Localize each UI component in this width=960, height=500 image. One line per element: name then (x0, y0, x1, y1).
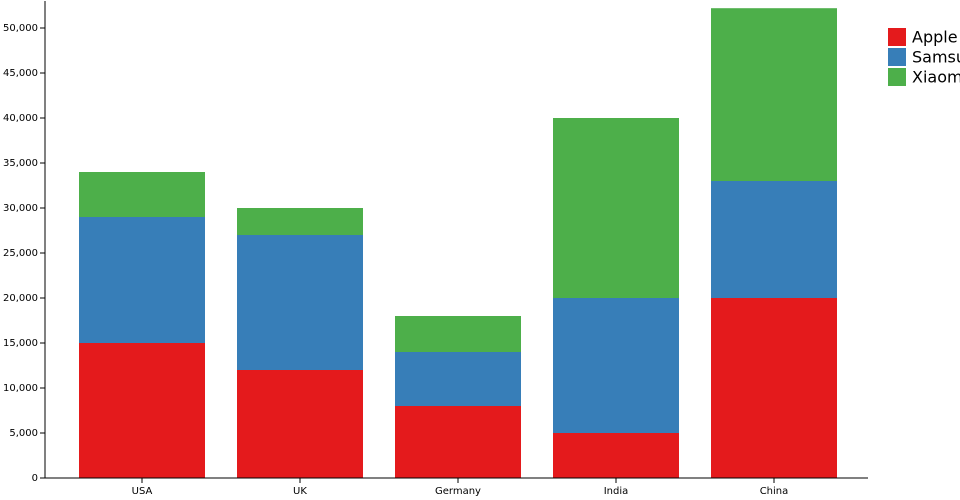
y-tick-label: 35,000 (3, 158, 38, 169)
bar-segment (237, 208, 363, 235)
bar-segment (553, 298, 679, 433)
x-tick-label: Germany (435, 486, 481, 497)
bar-segment (79, 343, 205, 478)
y-tick-label: 5,000 (9, 428, 38, 439)
y-tick-label: 30,000 (3, 203, 38, 214)
legend-swatch (888, 68, 906, 86)
bar-segment (395, 352, 521, 406)
bar-segment (711, 8, 837, 182)
y-tick-label: 15,000 (3, 338, 38, 349)
bar-segment (711, 298, 837, 478)
y-tick-label: 10,000 (3, 383, 38, 394)
y-tick-label: 20,000 (3, 293, 38, 304)
legend-swatch (888, 28, 906, 46)
bar-segment (237, 370, 363, 478)
bar-segment (553, 433, 679, 478)
bar-segment (79, 172, 205, 217)
y-tick-label: 0 (32, 473, 38, 484)
x-tick-label: USA (132, 486, 153, 497)
y-tick-label: 45,000 (3, 68, 38, 79)
x-tick-label: UK (293, 486, 307, 497)
bar-segment (395, 406, 521, 478)
bar-segment (79, 217, 205, 343)
bar-segment (237, 235, 363, 370)
legend-label: Samsung (912, 48, 960, 67)
bar-segment (395, 316, 521, 352)
y-tick-label: 50,000 (3, 23, 38, 34)
x-tick-label: China (760, 486, 789, 497)
x-tick-label: India (604, 486, 629, 497)
y-tick-label: 25,000 (3, 248, 38, 259)
bar-segment (553, 118, 679, 298)
legend-label: Xiaomi (912, 68, 960, 87)
legend-label: Apple (912, 28, 958, 47)
bar-segment (711, 181, 837, 298)
y-tick-label: 40,000 (3, 113, 38, 124)
legend-swatch (888, 48, 906, 66)
